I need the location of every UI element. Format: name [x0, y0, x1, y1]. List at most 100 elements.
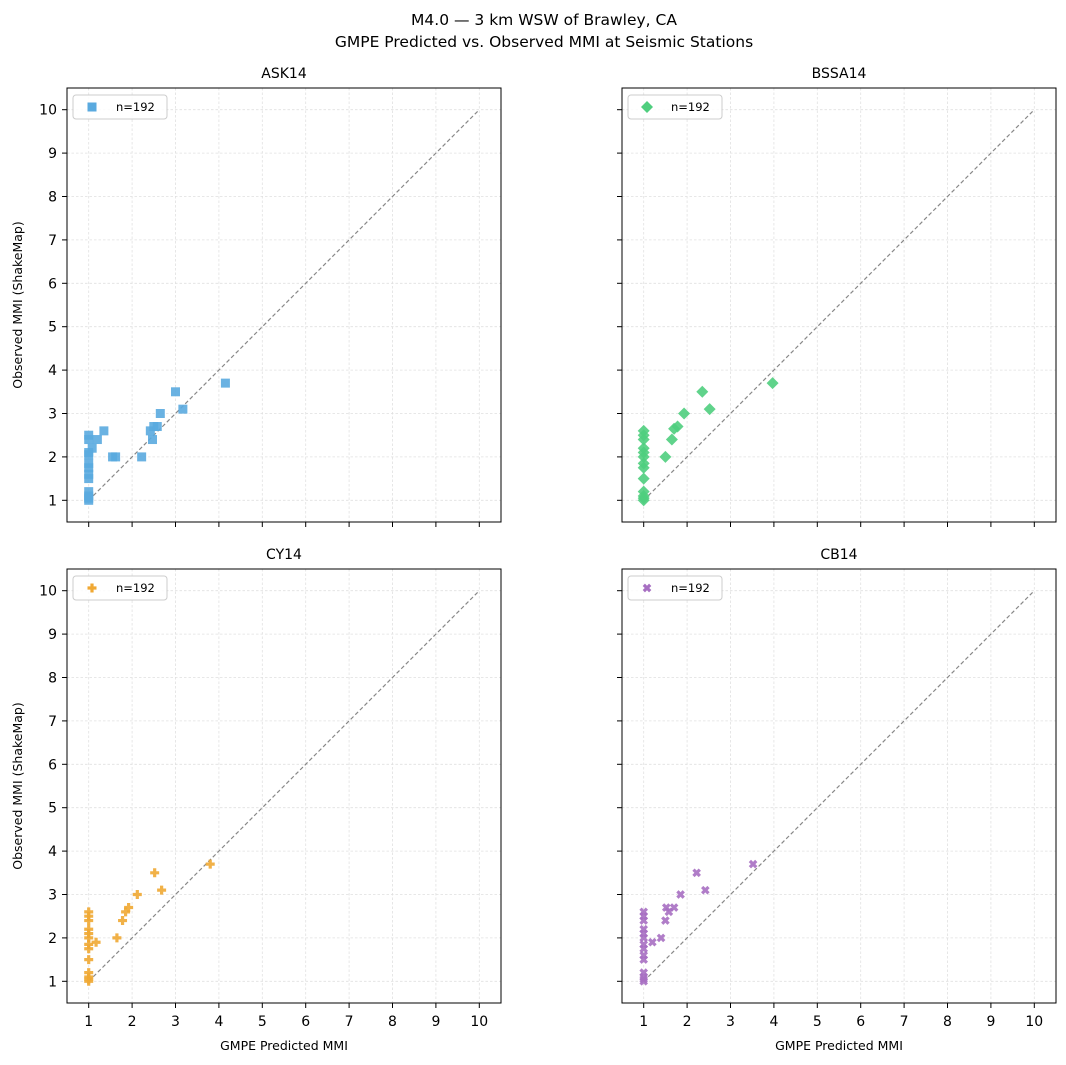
y-tick-label: 6 — [48, 276, 57, 292]
legend-box — [627, 94, 723, 120]
data-point — [696, 385, 709, 398]
data-point — [150, 868, 160, 878]
data-point — [99, 426, 109, 436]
y-tick-label: 8 — [48, 671, 57, 687]
legend-marker — [87, 102, 97, 112]
data-point — [656, 933, 666, 943]
x-tick-label: 7 — [900, 1014, 909, 1030]
legend-marker — [87, 583, 97, 593]
legend: n=192 — [627, 575, 723, 601]
legend-marker — [642, 583, 652, 593]
data-point — [766, 377, 779, 390]
y-tick-label: 2 — [48, 450, 57, 466]
data-point — [84, 430, 94, 440]
legend-box — [72, 94, 168, 120]
x-tick-label: 1 — [84, 1014, 93, 1030]
subplot-cy14: 1 2 3 4 5 6 7 8 9 10 1 2 3 4 5 6 7 8 9 10 CY14 GMPE Predicted… — [10, 547, 502, 1053]
data-point — [671, 420, 684, 433]
legend: n=192 — [72, 575, 168, 601]
y-axis-label: Observed MMI (ShakeMap) — [10, 221, 25, 388]
x-tick-label: 5 — [813, 1014, 822, 1030]
data-point — [147, 435, 157, 445]
subplot-ask14: 1 2 3 4 5 6 7 8 9 10 ASK14 Observed MMI (ShakeMap) n… — [10, 66, 502, 527]
data-point — [84, 939, 94, 949]
subplot-cb14: 1 2 3 4 5 6 7 8 9 10 CB14 GMPE Predicted MMI n=192 — [617, 547, 1057, 1053]
data-point — [152, 422, 162, 432]
x-tick-label: 2 — [683, 1014, 692, 1030]
data-point — [220, 378, 230, 388]
subplot-bssa14: BSSA14 n=192 — [617, 66, 1057, 527]
y-tick-label: 10 — [39, 584, 57, 600]
data-point — [639, 968, 649, 977]
data-point — [132, 890, 142, 899]
plot-frame — [66, 87, 502, 523]
data-point — [84, 458, 94, 468]
y-tick-label: 5 — [48, 801, 57, 817]
y-tick-label: 2 — [48, 931, 57, 947]
data-point — [637, 457, 650, 470]
subplot-title: ASK14 — [261, 66, 307, 82]
subplot-grid: 1 2 3 4 5 6 7 8 9 10 ASK14 Observed MMI (ShakeMap) n… — [10, 66, 1057, 1053]
y-tick-label: 1 — [48, 974, 57, 990]
y-tick-label: 7 — [48, 233, 57, 249]
plot-frame — [621, 568, 1057, 1004]
legend: n=192 — [627, 94, 723, 120]
y-tick-label: 5 — [48, 320, 57, 336]
y-axis-label: Observed MMI (ShakeMap) — [10, 702, 25, 869]
legend-label: n=192 — [116, 100, 155, 114]
data-point — [178, 404, 188, 414]
y-tick-label: 4 — [48, 363, 57, 379]
series-points — [84, 859, 215, 986]
data-point — [637, 442, 650, 455]
x-tick-label: 10 — [1025, 1014, 1043, 1030]
one-to-one-reference-line — [643, 109, 1035, 501]
legend-box — [72, 575, 168, 601]
data-point — [124, 903, 134, 913]
legend-label: n=192 — [671, 581, 710, 595]
subplot-title: BSSA14 — [812, 66, 867, 82]
x-tick-label: 3 — [726, 1014, 735, 1030]
y-tick-label: 3 — [48, 407, 57, 423]
data-point — [659, 450, 672, 463]
data-point — [692, 868, 701, 878]
data-point — [676, 890, 685, 899]
data-point — [701, 885, 710, 895]
x-tick-label: 10 — [470, 1014, 488, 1030]
series-points — [84, 378, 230, 505]
x-tick-label: 4 — [769, 1014, 778, 1030]
subplot-title: CY14 — [266, 547, 302, 563]
y-tick-label: 8 — [48, 190, 57, 206]
data-point — [84, 469, 94, 479]
x-tick-label: 6 — [856, 1014, 865, 1030]
data-point — [661, 916, 670, 925]
data-point — [84, 955, 94, 965]
data-point — [639, 940, 649, 949]
y-tick-label: 9 — [48, 146, 57, 162]
figure-title-line2: GMPE Predicted vs. Observed MMI at Seism… — [335, 33, 753, 51]
x-tick-label: 3 — [171, 1014, 180, 1030]
legend-marker — [641, 101, 653, 113]
legend-label: n=192 — [671, 100, 710, 114]
y-tick-label: 6 — [48, 757, 57, 773]
data-point — [637, 424, 650, 437]
x-axis-label: GMPE Predicted MMI — [775, 1038, 903, 1053]
x-tick-label: 9 — [431, 1014, 440, 1030]
y-tick-label: 7 — [48, 714, 57, 730]
x-tick-label: 1 — [639, 1014, 648, 1030]
data-point — [118, 916, 128, 926]
data-point — [648, 937, 657, 947]
data-point — [637, 472, 650, 485]
data-point — [171, 387, 180, 397]
x-axis-label: GMPE Predicted MMI — [220, 1038, 348, 1053]
data-point — [84, 924, 94, 934]
data-point — [121, 907, 131, 917]
data-point — [92, 435, 102, 445]
data-point — [639, 907, 649, 917]
data-point — [84, 907, 94, 917]
y-tick-label: 10 — [39, 103, 57, 119]
data-point — [637, 485, 650, 498]
data-point — [748, 859, 758, 869]
data-point — [84, 968, 94, 978]
plot-frame — [621, 87, 1057, 523]
